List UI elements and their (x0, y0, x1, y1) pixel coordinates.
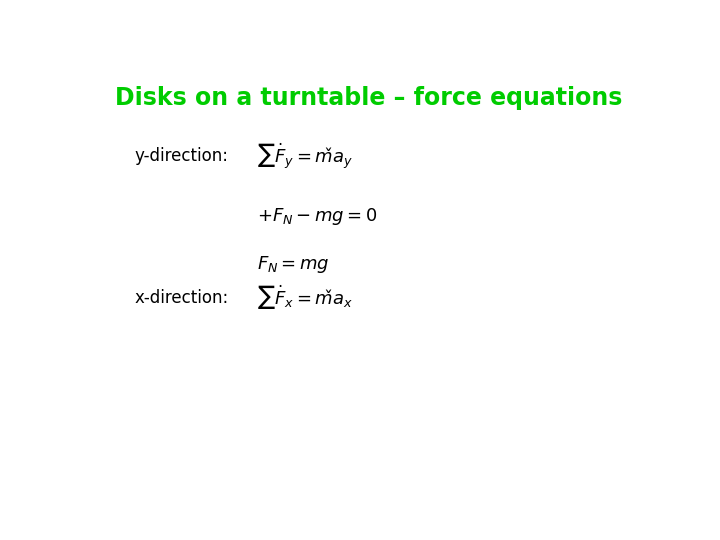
Text: $F_N = mg$: $F_N = mg$ (258, 254, 330, 275)
Text: x-direction:: x-direction: (135, 289, 229, 307)
Text: Disks on a turntable – force equations: Disks on a turntable – force equations (115, 85, 623, 110)
Text: $+F_N - mg = 0$: $+F_N - mg = 0$ (258, 206, 378, 227)
Text: y-direction:: y-direction: (135, 147, 229, 165)
Text: $\sum \dot{F}_x = m\check{a}_x$: $\sum \dot{F}_x = m\check{a}_x$ (258, 284, 354, 312)
Text: $\sum \dot{F}_y = m\check{a}_y$: $\sum \dot{F}_y = m\check{a}_y$ (258, 141, 354, 171)
